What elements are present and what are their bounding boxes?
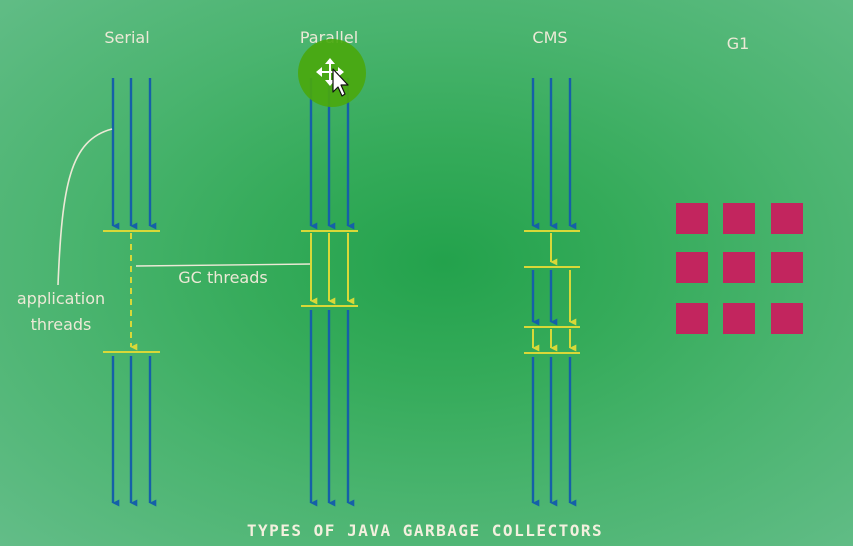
application-threads-pointer — [57, 128, 113, 286]
application-threads-label-line2: threads — [31, 315, 92, 334]
cms-collector — [524, 78, 580, 507]
collector-label-cms: CMS — [532, 28, 567, 47]
g1-heap-region — [723, 252, 755, 283]
slide-title: Types of Java Garbage Collectors — [247, 521, 603, 540]
g1-heap-region — [771, 303, 803, 334]
application-threads-label-line1: application — [17, 289, 105, 308]
parallel-collector — [301, 78, 358, 507]
g1-heap-region — [723, 203, 755, 234]
collector-label-serial: Serial — [104, 28, 149, 47]
move-cursor-icon — [316, 58, 349, 97]
g1-heap-region — [676, 203, 708, 234]
g1-heap-region — [676, 252, 708, 283]
g1-heap-region — [723, 303, 755, 334]
g1-region-grid — [676, 203, 803, 334]
collector-label-g1: G1 — [727, 34, 750, 53]
gc-threads-label: GC threads — [178, 268, 267, 287]
g1-heap-region — [771, 203, 803, 234]
gc-threads-pointer — [135, 263, 313, 267]
g1-heap-region — [771, 252, 803, 283]
g1-heap-region — [676, 303, 708, 334]
serial-collector — [103, 78, 160, 507]
